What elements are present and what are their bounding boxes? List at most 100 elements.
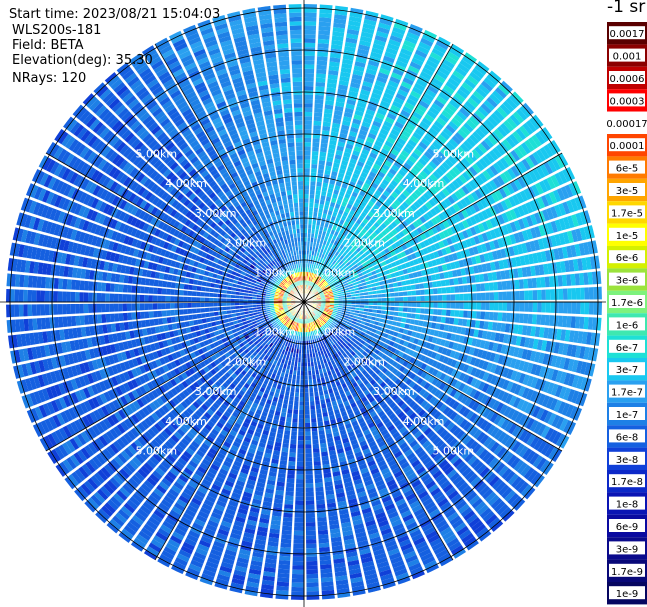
range-gate-cell (345, 355, 351, 362)
range-gate-cell (429, 208, 438, 217)
range-gate-cell (519, 313, 525, 324)
range-gate-cell (327, 280, 332, 285)
range-gate-cell (337, 291, 342, 295)
range-gate-cell (325, 196, 332, 202)
range-gate-cell (482, 469, 494, 481)
range-gate-cell (454, 285, 460, 293)
range-gate-cell (469, 236, 477, 246)
range-gate-cell (315, 324, 320, 329)
range-gate-cell (364, 305, 369, 309)
range-gate-cell (491, 321, 498, 331)
range-gate-cell (551, 414, 561, 428)
range-gate-cell (391, 404, 400, 413)
range-gate-cell (396, 55, 410, 65)
range-gate-cell (431, 377, 439, 386)
range-gate-cell (320, 314, 325, 319)
range-gate-cell (356, 194, 364, 201)
range-gate-cell (398, 84, 411, 94)
range-gate-cell (419, 195, 428, 204)
range-gate-cell (445, 171, 455, 182)
range-gate-cell (341, 278, 347, 283)
range-gate-cell (510, 165, 520, 178)
range-gate-cell (542, 353, 550, 365)
range-gate-cell (347, 374, 354, 381)
range-gate-cell (447, 511, 459, 522)
range-gate-cell (336, 145, 345, 152)
range-gate-cell (356, 179, 364, 187)
range-gate-cell (320, 321, 325, 326)
range-gate-cell (495, 481, 507, 493)
range-gate-cell (558, 232, 566, 245)
range-gate-cell (304, 21, 317, 26)
range-gate-cell (484, 118, 496, 130)
range-gate-cell (411, 245, 418, 252)
range-gate-cell (431, 235, 438, 243)
range-gate-cell (306, 599, 320, 600)
range-gate-cell (456, 88, 469, 100)
range-gate-cell (382, 190, 391, 198)
range-gate-cell (409, 336, 415, 343)
range-gate-cell (316, 56, 328, 62)
range-gate-cell (483, 77, 496, 89)
range-gate-cell (367, 59, 380, 68)
range-gate-cell (404, 249, 411, 256)
range-gate-cell (369, 196, 377, 204)
range-gate-cell (435, 180, 445, 190)
range-gate-cell (559, 371, 567, 384)
range-gate-cell (317, 525, 328, 531)
range-gate-cell (393, 385, 401, 393)
range-gate-cell (288, 461, 296, 466)
range-gate-cell (325, 241, 330, 247)
range-gate-cell (465, 513, 478, 525)
range-gate-cell (474, 274, 480, 283)
range-gate-cell (337, 253, 342, 259)
range-gate-cell (333, 158, 341, 164)
range-gate-cell (430, 449, 440, 459)
range-gate-cell (482, 407, 492, 419)
range-gate-cell (311, 418, 317, 423)
range-gate-cell (344, 174, 351, 181)
range-gate-cell (304, 77, 314, 82)
range-gate-cell (529, 227, 538, 239)
range-gate-cell (319, 262, 324, 268)
range-gate-cell (353, 284, 359, 289)
range-gate-cell (544, 276, 550, 288)
range-gate-cell (548, 429, 559, 443)
range-gate-cell (300, 388, 304, 393)
range-gate-cell (435, 401, 444, 410)
range-gate-cell (477, 348, 484, 358)
range-gate-cell (431, 336, 438, 344)
range-gate-cell (422, 275, 428, 283)
range-gate-cell (417, 421, 427, 430)
range-gate-cell (499, 157, 510, 169)
range-gate-cell (397, 316, 403, 322)
range-gate-cell (314, 269, 318, 275)
range-gate-cell (518, 429, 529, 442)
range-gate-cell (318, 276, 322, 281)
range-gate-cell (342, 271, 348, 276)
range-gate-cell (491, 90, 504, 102)
range-gate-cell (344, 339, 349, 345)
range-gate-cell (322, 249, 327, 255)
range-gate-cell (420, 302, 425, 308)
range-gate-cell (429, 433, 439, 443)
range-gate-cell (325, 260, 330, 266)
range-gate-cell (310, 413, 317, 419)
range-gate-cell (339, 349, 345, 355)
range-gate-cell (487, 494, 500, 506)
range-gate-cell (326, 214, 332, 220)
range-gate-cell (464, 397, 473, 407)
range-gate-cell (313, 116, 322, 122)
range-gate-cell (304, 194, 309, 199)
range-gate-cell (325, 285, 331, 289)
range-gate-cell (305, 496, 315, 501)
range-gate-cell (421, 327, 427, 334)
range-gate-cell (320, 273, 325, 278)
range-gate-cell (401, 334, 407, 340)
range-gate-cell (505, 235, 513, 246)
range-gate-cell (455, 460, 466, 471)
range-gate-cell (536, 277, 542, 288)
range-gate-cell (591, 271, 598, 285)
range-gate-cell (441, 445, 451, 455)
range-gate-cell (279, 547, 292, 553)
